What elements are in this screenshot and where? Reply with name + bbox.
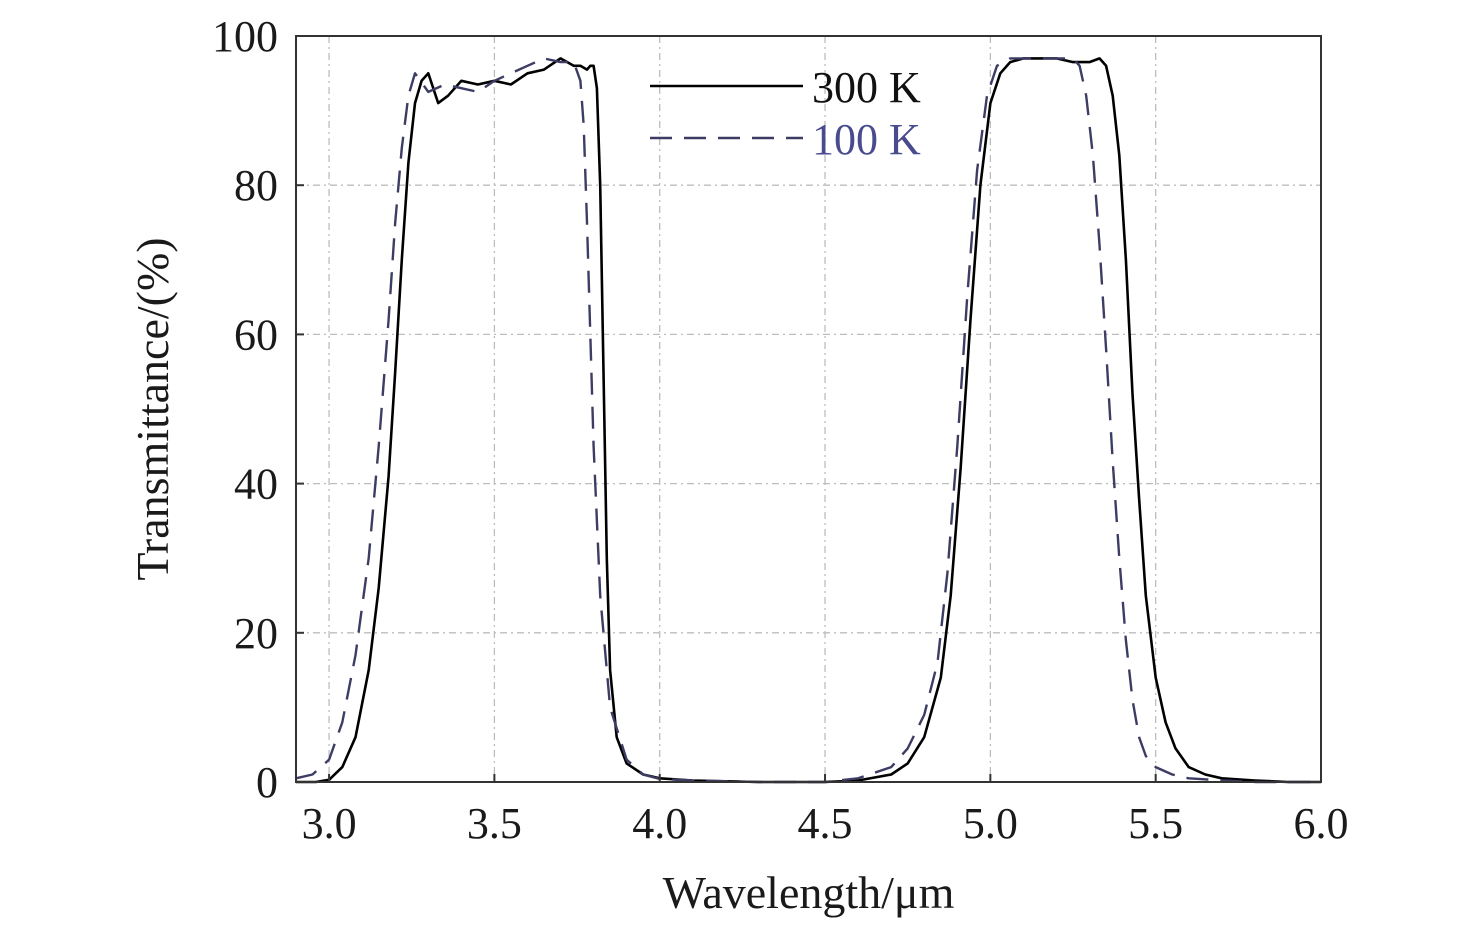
x-tick-label: 3.0 <box>302 799 357 848</box>
legend-label: 300 K <box>812 63 921 112</box>
y-tick-label: 60 <box>234 310 278 359</box>
x-tick-label: 5.0 <box>963 799 1018 848</box>
y-tick-label: 40 <box>234 460 278 509</box>
x-tick-label: 4.5 <box>798 799 853 848</box>
y-tick-label: 80 <box>234 161 278 210</box>
y-tick-label: 100 <box>212 12 278 61</box>
x-tick-label: 4.0 <box>632 799 687 848</box>
y-tick-label: 0 <box>256 758 278 807</box>
plot-frame <box>295 35 1322 783</box>
y-tick-label: 20 <box>234 609 278 658</box>
x-axis-title: Wavelength/μm <box>663 867 955 918</box>
axis-ticks: 3.0 3.5 4.0 4.5 5.0 5.5 6.0 0 20 40 60 80 100 <box>212 12 1349 848</box>
legend-label: 100 K <box>812 115 921 164</box>
grid-lines <box>296 36 1321 782</box>
y-axis-title: Transmittance/(%) <box>127 237 178 580</box>
x-tick-label: 6.0 <box>1294 799 1349 848</box>
x-tick-label: 5.5 <box>1128 799 1183 848</box>
x-tick-label: 3.5 <box>467 799 522 848</box>
